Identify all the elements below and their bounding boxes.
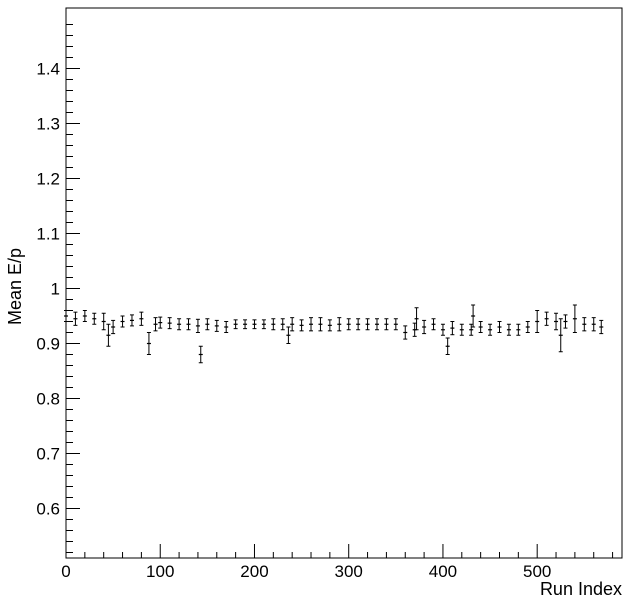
data-point [111,319,116,335]
x-tick-label: 200 [240,562,268,581]
data-point [346,318,351,331]
data-point [167,317,172,330]
x-tick-label: 300 [335,562,363,581]
data-point [582,317,587,332]
data-point [195,318,200,333]
data-point [554,312,559,331]
data-point [214,319,219,332]
data-point [327,319,332,332]
data-point [64,310,68,322]
data-point [374,318,379,331]
x-tick-label: 0 [61,562,70,581]
y-tick-label: 0.8 [36,390,60,409]
data-point [414,307,419,331]
data-point [139,311,144,326]
data-point [471,304,476,328]
data-point [384,318,389,331]
data-point [224,321,229,333]
y-tick-label: 1.2 [36,170,60,189]
data-point [544,311,549,326]
y-tick-label: 0.7 [36,445,60,464]
data-point [82,310,87,322]
data-point [318,317,323,332]
data-point [106,323,111,347]
data-point [280,318,285,331]
data-point [431,318,436,331]
data-point [599,319,604,335]
x-tick-label: 400 [429,562,457,581]
data-point [558,318,563,353]
data-point [129,314,134,327]
x-tick-labels: 0 100 200 300 400 500 [61,562,551,581]
y-tick-label: 1.4 [36,60,60,79]
plot-frame [65,7,623,559]
y-tick-label: 0.9 [36,335,60,354]
data-point [497,321,502,333]
data-point [393,318,398,331]
data-point [286,326,291,344]
y-tick-labels: 0.6 0.7 0.8 0.9 1 1.1 1.2 1.3 1.4 [36,60,60,519]
data-point [450,321,455,336]
y-tick-label: 1.1 [36,225,60,244]
data-point [101,312,106,331]
data-point [243,319,248,330]
y-tick-label: 0.6 [36,500,60,519]
data-point [445,337,450,355]
data-points [64,304,604,364]
data-point [469,323,474,336]
data-point [120,315,125,328]
data-point [440,323,445,336]
data-point [356,318,361,331]
data-point [198,345,203,364]
data-point [252,319,257,330]
data-point [73,311,78,326]
data-point [506,323,511,336]
data-point [261,319,266,330]
data-point [158,316,163,329]
data-point [478,321,483,333]
y-tick-label: 1.3 [36,115,60,134]
data-point [403,325,408,340]
y-tick-label: 1 [51,280,60,299]
data-point [563,314,568,329]
data-point [309,317,314,332]
data-point [535,310,540,333]
data-point [233,319,238,330]
data-point [516,323,521,336]
x-tick-label: 100 [146,562,174,581]
data-point [290,317,295,332]
data-point [146,332,151,355]
minor-ticks [66,24,614,558]
data-point [186,318,191,331]
data-point [177,318,182,331]
x-axis-title: Run Index [540,579,622,599]
data-point [365,318,370,331]
data-point [299,319,304,332]
data-point [92,312,97,325]
data-point [591,317,596,332]
data-point [422,319,427,335]
major-ticks [65,68,538,558]
y-axis-title: Mean E/p [5,248,25,325]
data-point [572,304,577,333]
x-tick-label: 500 [523,562,551,581]
data-point [205,318,210,331]
data-point [488,323,493,336]
data-point [153,317,158,332]
data-point [525,321,530,333]
data-point [271,318,276,331]
data-point [337,317,342,332]
data-point [459,323,464,336]
